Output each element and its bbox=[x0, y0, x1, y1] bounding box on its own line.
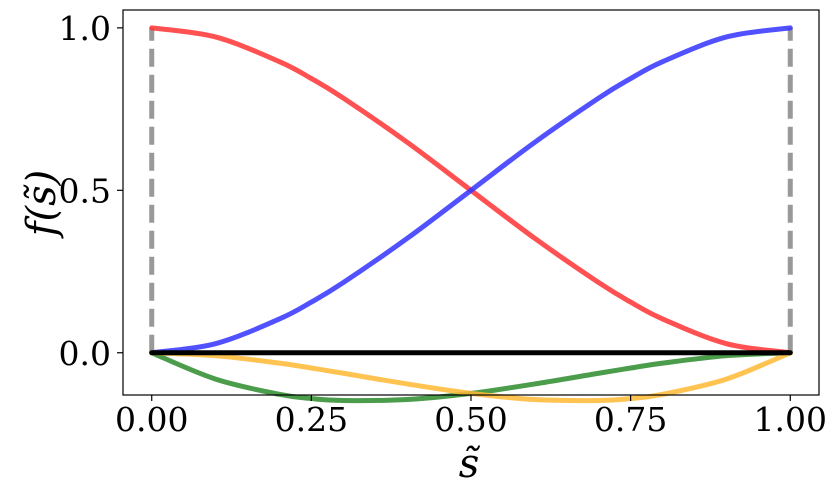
y-tick-label: 0.0 bbox=[59, 334, 111, 373]
x-axis: 0.00 0.25 0.50 0.75 1.00 bbox=[115, 395, 827, 439]
plot-frame bbox=[122, 9, 820, 396]
x-tick-label: 0.50 bbox=[434, 400, 507, 439]
y-tick-label: 0.5 bbox=[59, 171, 111, 210]
x-tick-label: 0.00 bbox=[115, 400, 188, 439]
y-tick-label: 1.0 bbox=[59, 9, 111, 48]
x-tick-label: 0.25 bbox=[275, 400, 348, 439]
x-tick-label: 1.00 bbox=[754, 400, 827, 439]
x-tick-label: 0.75 bbox=[594, 400, 667, 439]
series-line-2 bbox=[149, 25, 793, 356]
x-axis-title: s̃ bbox=[459, 441, 481, 487]
series-group bbox=[149, 25, 793, 404]
series-line-4 bbox=[149, 350, 793, 404]
boundary-lines bbox=[149, 27, 793, 353]
y-axis-title: f(s̃) bbox=[19, 170, 65, 240]
y-axis: 0.0 0.5 1.0 bbox=[59, 9, 123, 373]
